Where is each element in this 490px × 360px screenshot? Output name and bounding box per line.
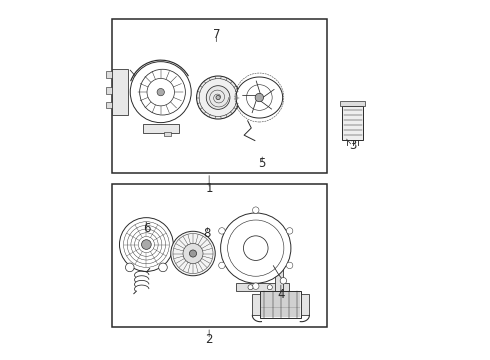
Circle shape [140, 69, 185, 115]
Bar [164, 132, 171, 136]
Circle shape [206, 86, 230, 109]
Circle shape [286, 262, 293, 269]
Circle shape [255, 93, 264, 102]
Bar [106, 71, 112, 78]
Circle shape [286, 228, 293, 234]
Circle shape [196, 76, 240, 119]
Bar [342, 105, 363, 140]
Bar [112, 19, 327, 173]
Circle shape [125, 263, 134, 272]
Circle shape [183, 243, 203, 264]
Text: 4: 4 [277, 288, 285, 301]
Bar [260, 291, 301, 318]
Bar [143, 124, 179, 133]
Circle shape [159, 263, 167, 272]
Circle shape [142, 240, 151, 249]
Bar [112, 69, 128, 116]
Circle shape [219, 262, 225, 269]
Text: 6: 6 [143, 222, 150, 235]
Bar [252, 294, 260, 315]
Circle shape [268, 285, 272, 290]
Text: 2: 2 [205, 333, 213, 346]
Bar [301, 294, 309, 315]
Text: 3: 3 [349, 139, 356, 152]
Bar [237, 283, 289, 291]
Circle shape [248, 285, 253, 290]
Bar [112, 184, 327, 327]
Circle shape [280, 278, 287, 284]
Circle shape [171, 231, 215, 276]
Bar [275, 263, 283, 291]
Text: 7: 7 [213, 28, 220, 41]
Circle shape [252, 207, 259, 213]
Text: 5: 5 [259, 157, 266, 170]
Circle shape [216, 95, 220, 100]
Bar [106, 102, 112, 108]
Circle shape [252, 283, 259, 289]
Circle shape [130, 62, 191, 123]
Circle shape [157, 89, 164, 96]
Bar [106, 87, 112, 94]
Text: 8: 8 [204, 227, 211, 240]
Circle shape [220, 213, 291, 283]
Circle shape [147, 78, 174, 106]
Polygon shape [236, 77, 283, 118]
Text: 1: 1 [205, 183, 213, 195]
Circle shape [120, 218, 173, 271]
Bar [340, 101, 365, 105]
Circle shape [190, 250, 196, 257]
Circle shape [219, 228, 225, 234]
